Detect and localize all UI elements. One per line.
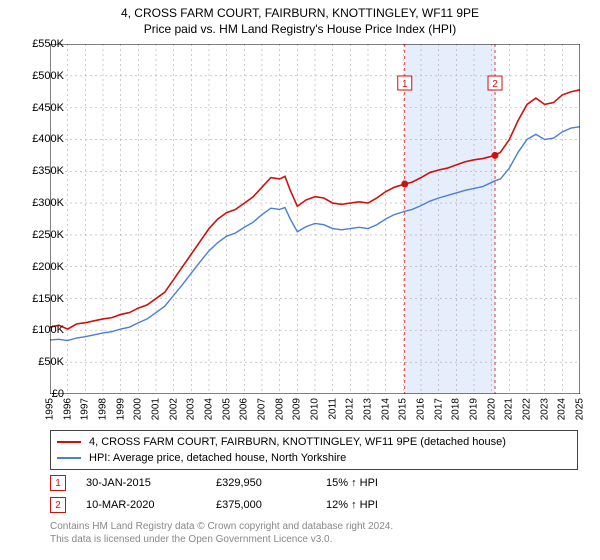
legend-swatch-property: [57, 441, 81, 443]
x-tick-label: 2006: [239, 398, 250, 420]
legend-swatch-hpi: [57, 457, 81, 459]
x-tick-label: 2000: [133, 398, 144, 420]
x-tick-label: 2025: [575, 398, 586, 420]
marker-price-2: £375,000: [216, 499, 326, 511]
x-tick-label: 2024: [557, 398, 568, 420]
x-tick-label: 2002: [168, 398, 179, 420]
marker-price-1: £329,950: [216, 477, 326, 489]
marker-row-2: 2 10-MAR-2020 £375,000 12% ↑ HPI: [50, 494, 578, 516]
y-tick-label: £150K: [32, 293, 64, 305]
x-tick-label: 2023: [539, 398, 550, 420]
y-tick-label: £350K: [32, 165, 64, 177]
x-tick-label: 2005: [221, 398, 232, 420]
chart-title-subtitle: Price paid vs. HM Land Registry's House …: [0, 22, 600, 36]
x-tick-label: 2001: [151, 398, 162, 420]
x-tick-label: 2003: [186, 398, 197, 420]
y-tick-label: £300K: [32, 197, 64, 209]
legend-label-hpi: HPI: Average price, detached house, Nort…: [89, 452, 346, 464]
x-tick-label: 1997: [80, 398, 91, 420]
marker-badge-1: 1: [50, 475, 66, 491]
x-tick-label: 2017: [433, 398, 444, 420]
legend: 4, CROSS FARM COURT, FAIRBURN, KNOTTINGL…: [50, 430, 578, 470]
svg-text:2: 2: [492, 79, 498, 90]
x-tick-label: 1995: [45, 398, 56, 420]
marker-pct-2: 12% ↑ HPI: [326, 499, 446, 511]
x-tick-label: 2020: [486, 398, 497, 420]
marker-date-1: 30-JAN-2015: [86, 477, 216, 489]
y-tick-label: £200K: [32, 261, 64, 273]
x-tick-label: 2016: [416, 398, 427, 420]
x-tick-label: 1998: [98, 398, 109, 420]
y-tick-label: £550K: [32, 38, 64, 50]
footer-line-2: This data is licensed under the Open Gov…: [50, 533, 578, 546]
y-tick-label: £100K: [32, 324, 64, 336]
x-tick-label: 2007: [257, 398, 268, 420]
legend-item-hpi: HPI: Average price, detached house, Nort…: [57, 450, 571, 466]
x-tick-label: 1999: [115, 398, 126, 420]
y-tick-label: £500K: [32, 70, 64, 82]
y-tick-label: £50K: [38, 356, 64, 368]
x-tick-label: 2022: [522, 398, 533, 420]
x-tick-label: 2008: [274, 398, 285, 420]
y-tick-label: £400K: [32, 133, 64, 145]
y-tick-label: £450K: [32, 102, 64, 114]
chart-svg: 12: [50, 44, 580, 394]
svg-text:1: 1: [402, 79, 408, 90]
marker-pct-1: 15% ↑ HPI: [326, 477, 446, 489]
chart-title-address: 4, CROSS FARM COURT, FAIRBURN, KNOTTINGL…: [0, 6, 600, 20]
x-tick-label: 2004: [204, 398, 215, 420]
x-tick-label: 2009: [292, 398, 303, 420]
x-tick-label: 2019: [469, 398, 480, 420]
x-tick-label: 1996: [62, 398, 73, 420]
x-tick-label: 2010: [310, 398, 321, 420]
footer: Contains HM Land Registry data © Crown c…: [50, 520, 578, 546]
y-tick-label: £250K: [32, 229, 64, 241]
marker-row-1: 1 30-JAN-2015 £329,950 15% ↑ HPI: [50, 472, 578, 494]
marker-table: 1 30-JAN-2015 £329,950 15% ↑ HPI 2 10-MA…: [50, 472, 578, 516]
x-tick-label: 2013: [363, 398, 374, 420]
marker-badge-2: 2: [50, 497, 66, 513]
x-tick-label: 2011: [327, 398, 338, 420]
x-tick-label: 2018: [451, 398, 462, 420]
legend-item-property: 4, CROSS FARM COURT, FAIRBURN, KNOTTINGL…: [57, 434, 571, 450]
marker-date-2: 10-MAR-2020: [86, 499, 216, 511]
footer-line-1: Contains HM Land Registry data © Crown c…: [50, 520, 578, 533]
x-tick-label: 2014: [380, 398, 391, 420]
legend-label-property: 4, CROSS FARM COURT, FAIRBURN, KNOTTINGL…: [89, 436, 506, 448]
chart-area: 12: [50, 44, 580, 394]
x-tick-label: 2021: [504, 398, 515, 420]
x-tick-label: 2012: [345, 398, 356, 420]
x-tick-label: 2015: [398, 398, 409, 420]
